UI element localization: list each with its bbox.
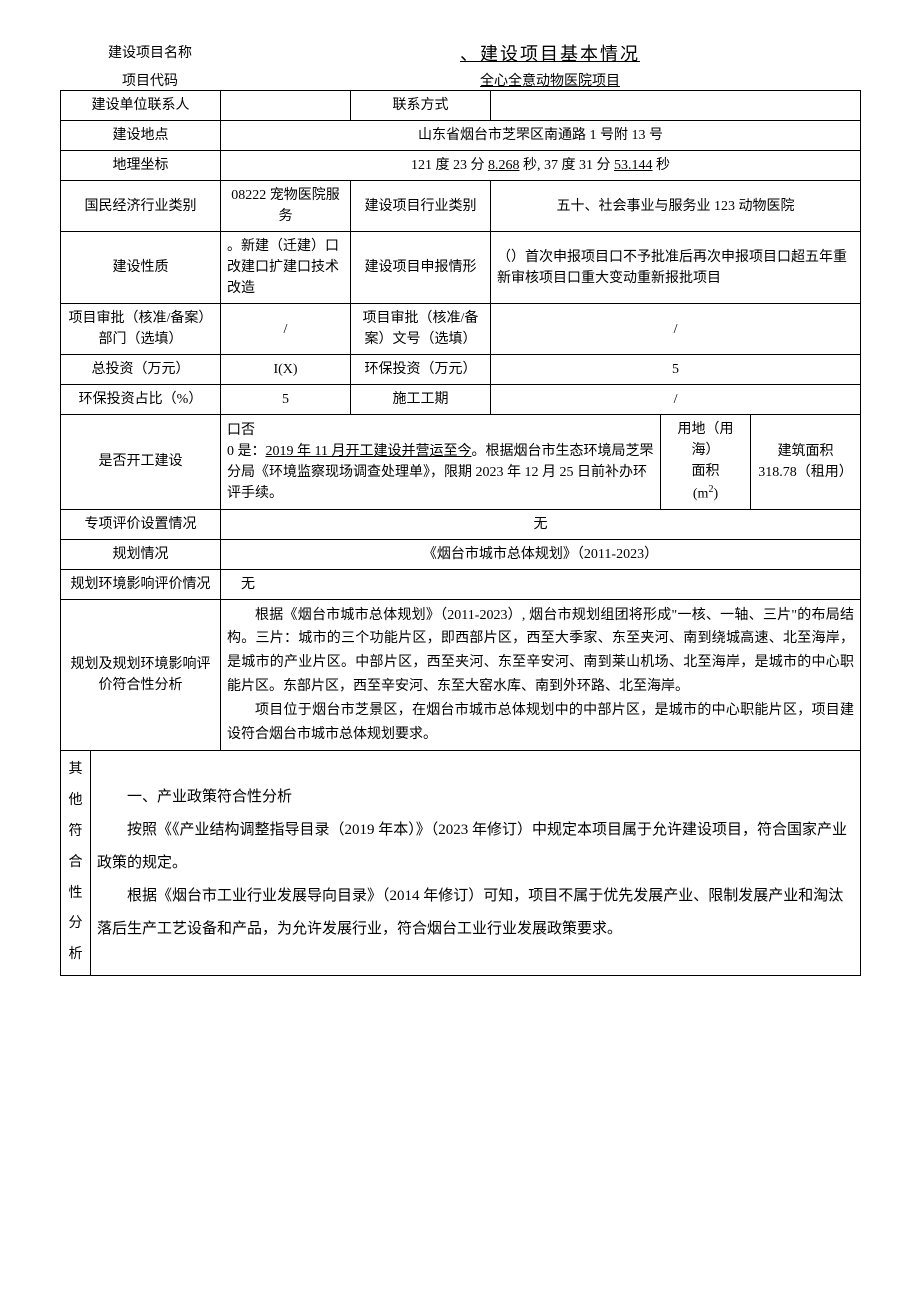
plan-value: 《烟台市城市总体规划》（2011-2023）	[221, 539, 861, 569]
approval-no-label: 项目审批（核准/备案）文号（选填）	[351, 304, 491, 355]
page-title: 、建设项目基本情况	[240, 40, 860, 66]
special-value: 无	[221, 509, 861, 539]
env-invest-label: 环保投资（万元）	[351, 355, 491, 385]
contact-label: 建设单位联系人	[61, 91, 221, 121]
header-row-2: 项目代码 全心全意动物医院项目	[60, 70, 860, 90]
approval-dept-value: /	[221, 304, 351, 355]
approval-dept-label: 项目审批（核准/备案）部门（选填）	[61, 304, 221, 355]
other-label: 其他符合性分析	[61, 751, 91, 976]
approval-no-value: /	[491, 304, 861, 355]
industry-value: 08222 宠物医院服务	[221, 181, 351, 232]
proj-industry-value: 五十、社会事业与服务业 123 动物医院	[491, 181, 861, 232]
land-label: 用地（用海）面积(m2)	[661, 415, 751, 510]
contact-way-value	[491, 91, 861, 121]
plan-conform-value: 根据《烟台市城市总体规划》（2011-2023）, 烟台市规划组团将形成"一核、…	[221, 599, 861, 751]
document-page: 建设项目名称 、建设项目基本情况 项目代码 全心全意动物医院项目 建设单位联系人…	[60, 40, 860, 976]
declare-value: （）首次申报项目口不予批准后再次申报项目口超五年重新审核项目口重大变动重新报批项…	[491, 232, 861, 304]
project-code-label: 项目代码	[60, 70, 240, 90]
period-label: 施工工期	[351, 385, 491, 415]
project-name-value: 全心全意动物医院项目	[240, 70, 860, 90]
started-value: 口否 0 是：2019 年 11 月开工建设并营运至今。根据烟台市生态环境局芝罘…	[221, 415, 661, 510]
env-ratio-label: 环保投资占比（%）	[61, 385, 221, 415]
total-invest-label: 总投资（万元）	[61, 355, 221, 385]
header-row-1: 建设项目名称 、建设项目基本情况	[60, 40, 860, 66]
coord-label: 地理坐标	[61, 151, 221, 181]
plan-conform-label: 规划及规划环境影响评价符合性分析	[61, 599, 221, 751]
plan-env-value: 无	[221, 569, 861, 599]
location-value: 山东省烟台市芝罘区南通路 1 号附 13 号	[221, 121, 861, 151]
env-ratio-value: 5	[221, 385, 351, 415]
plan-label: 规划情况	[61, 539, 221, 569]
project-name-label: 建设项目名称	[60, 40, 240, 66]
area-block: 建筑面积 318.78（租用）	[751, 415, 861, 510]
coord-value: 121 度 23 分 8.268 秒, 37 度 31 分 53.144 秒	[221, 151, 861, 181]
nature-value: 。新建（迁建）口改建口扩建口技术改造	[221, 232, 351, 304]
info-table: 建设单位联系人 联系方式 建设地点 山东省烟台市芝罘区南通路 1 号附 13 号…	[60, 90, 861, 976]
declare-label: 建设项目申报情形	[351, 232, 491, 304]
plan-env-label: 规划环境影响评价情况	[61, 569, 221, 599]
total-invest-value: I(X)	[221, 355, 351, 385]
location-label: 建设地点	[61, 121, 221, 151]
env-invest-value: 5	[491, 355, 861, 385]
contact-value	[221, 91, 351, 121]
nature-label: 建设性质	[61, 232, 221, 304]
contact-way-label: 联系方式	[351, 91, 491, 121]
started-label: 是否开工建设	[61, 415, 221, 510]
period-value: /	[491, 385, 861, 415]
other-body: 一、产业政策符合性分析 按照《《产业结构调整指导目录（2019 年本）》（202…	[91, 751, 861, 976]
special-label: 专项评价设置情况	[61, 509, 221, 539]
proj-industry-label: 建设项目行业类别	[351, 181, 491, 232]
industry-label: 国民经济行业类别	[61, 181, 221, 232]
